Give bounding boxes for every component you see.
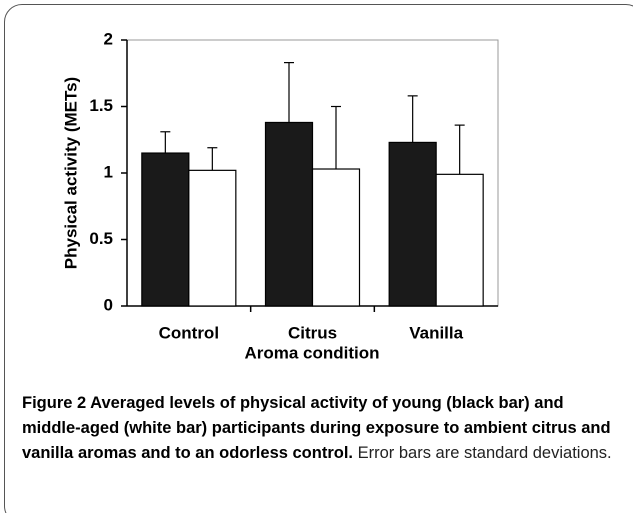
y-tick-label: 0.5 bbox=[89, 229, 113, 248]
y-tick-label: 1.5 bbox=[89, 96, 113, 115]
bar bbox=[435, 173, 484, 307]
y-tick-label: 2 bbox=[104, 29, 113, 48]
caption-note: Error bars are standard deviations. bbox=[357, 444, 612, 462]
y-axis-label: Physical activity (METs) bbox=[61, 77, 80, 269]
bar bbox=[264, 121, 314, 307]
caption: Figure 2 Averaged levels of physical act… bbox=[22, 391, 618, 466]
x-tick-label: Vanilla bbox=[409, 323, 463, 342]
y-tick-label: 0 bbox=[104, 295, 113, 314]
frame bbox=[4, 4, 633, 513]
chart: Physical activity (METs) Aroma condition… bbox=[61, 29, 499, 362]
bar bbox=[141, 152, 190, 307]
x-tick-label: Citrus bbox=[288, 323, 337, 342]
bar bbox=[188, 169, 237, 307]
x-tick-label: Control bbox=[159, 323, 219, 342]
bar bbox=[388, 141, 437, 307]
caption-title: Figure 2 Averaged levels of physical act… bbox=[22, 394, 611, 462]
x-axis-label: Aroma condition bbox=[244, 343, 379, 362]
bar bbox=[311, 168, 361, 307]
y-tick-label: 1 bbox=[104, 162, 113, 181]
